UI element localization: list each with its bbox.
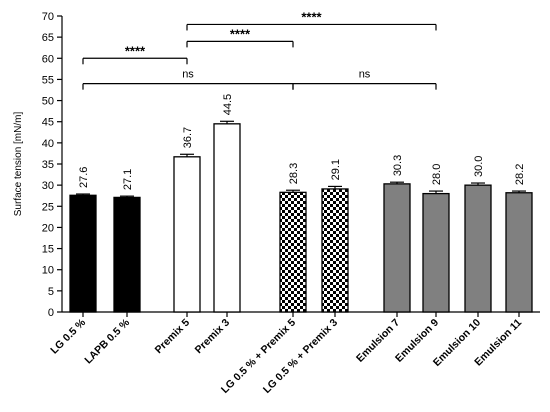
y-tick-label: 50 [42, 96, 54, 108]
bar [69, 194, 97, 313]
value-label: 28.3 [288, 163, 300, 184]
category-label: LAPB 0.5 % [82, 316, 132, 366]
ns-label: ns [182, 69, 194, 81]
y-tick-label: 65 [42, 32, 54, 44]
value-label: 30.3 [392, 155, 404, 176]
bar [422, 192, 450, 313]
y-tick-label: 45 [42, 117, 54, 129]
ns-label: ns [359, 69, 371, 81]
y-tick-label: 55 [42, 74, 54, 86]
bar [113, 196, 141, 313]
bar [173, 156, 201, 313]
significance-label: **** [230, 26, 251, 41]
y-tick-label: 40 [42, 138, 54, 150]
y-tick-label: 30 [42, 180, 54, 192]
value-label: 30.0 [473, 156, 485, 177]
category-label: LG 0.5 % + Premix 3 [261, 317, 340, 396]
significance-label: **** [301, 9, 322, 24]
y-tick-label: 15 [42, 244, 54, 256]
bar [279, 191, 307, 313]
y-axis-title: Surface tension [mN/m] [13, 112, 24, 217]
y-tick-label: 20 [42, 222, 54, 234]
bar [505, 192, 533, 313]
bars: 27.6 27.1 36.7 44.5 28.3 29.1 30.3 28.0 30.0 28.2 [69, 94, 533, 313]
y-tick-label: 60 [42, 53, 54, 65]
y-tick-label: 10 [42, 265, 54, 277]
value-label: 29.1 [330, 159, 342, 180]
y-tick-label: 0 [48, 307, 54, 319]
significance-label: **** [125, 43, 146, 58]
bar [321, 188, 349, 313]
category-label: LG 0.5 % [48, 316, 88, 356]
y-tick-label: 70 [42, 11, 54, 23]
value-label: 36.7 [182, 127, 194, 148]
category-label: Premix 3 [193, 317, 233, 357]
y-tick-label: 35 [42, 159, 54, 171]
value-label: 28.2 [514, 164, 526, 185]
value-label: 27.6 [78, 167, 90, 188]
category-label: Premix 5 [153, 317, 193, 357]
y-tick-label: 5 [48, 286, 54, 298]
value-label: 44.5 [222, 94, 234, 115]
category-label: LG 0.5 % + Premix 5 [219, 317, 298, 396]
significance-annotations: **** **** **** ns ns [82, 9, 437, 90]
value-label: 27.1 [122, 169, 134, 190]
x-axis: LG 0.5 %LAPB 0.5 % Premix 5 Premix 3LG 0.5… [48, 311, 540, 396]
y-tick-label: 25 [42, 201, 54, 213]
value-label: 28.0 [431, 164, 443, 185]
bar [213, 123, 241, 313]
bar [383, 183, 411, 313]
bar [464, 184, 492, 313]
y-axis: 0 5 10 15 20 25 30 35 40 45 50 55 60 65 70 [42, 11, 63, 319]
